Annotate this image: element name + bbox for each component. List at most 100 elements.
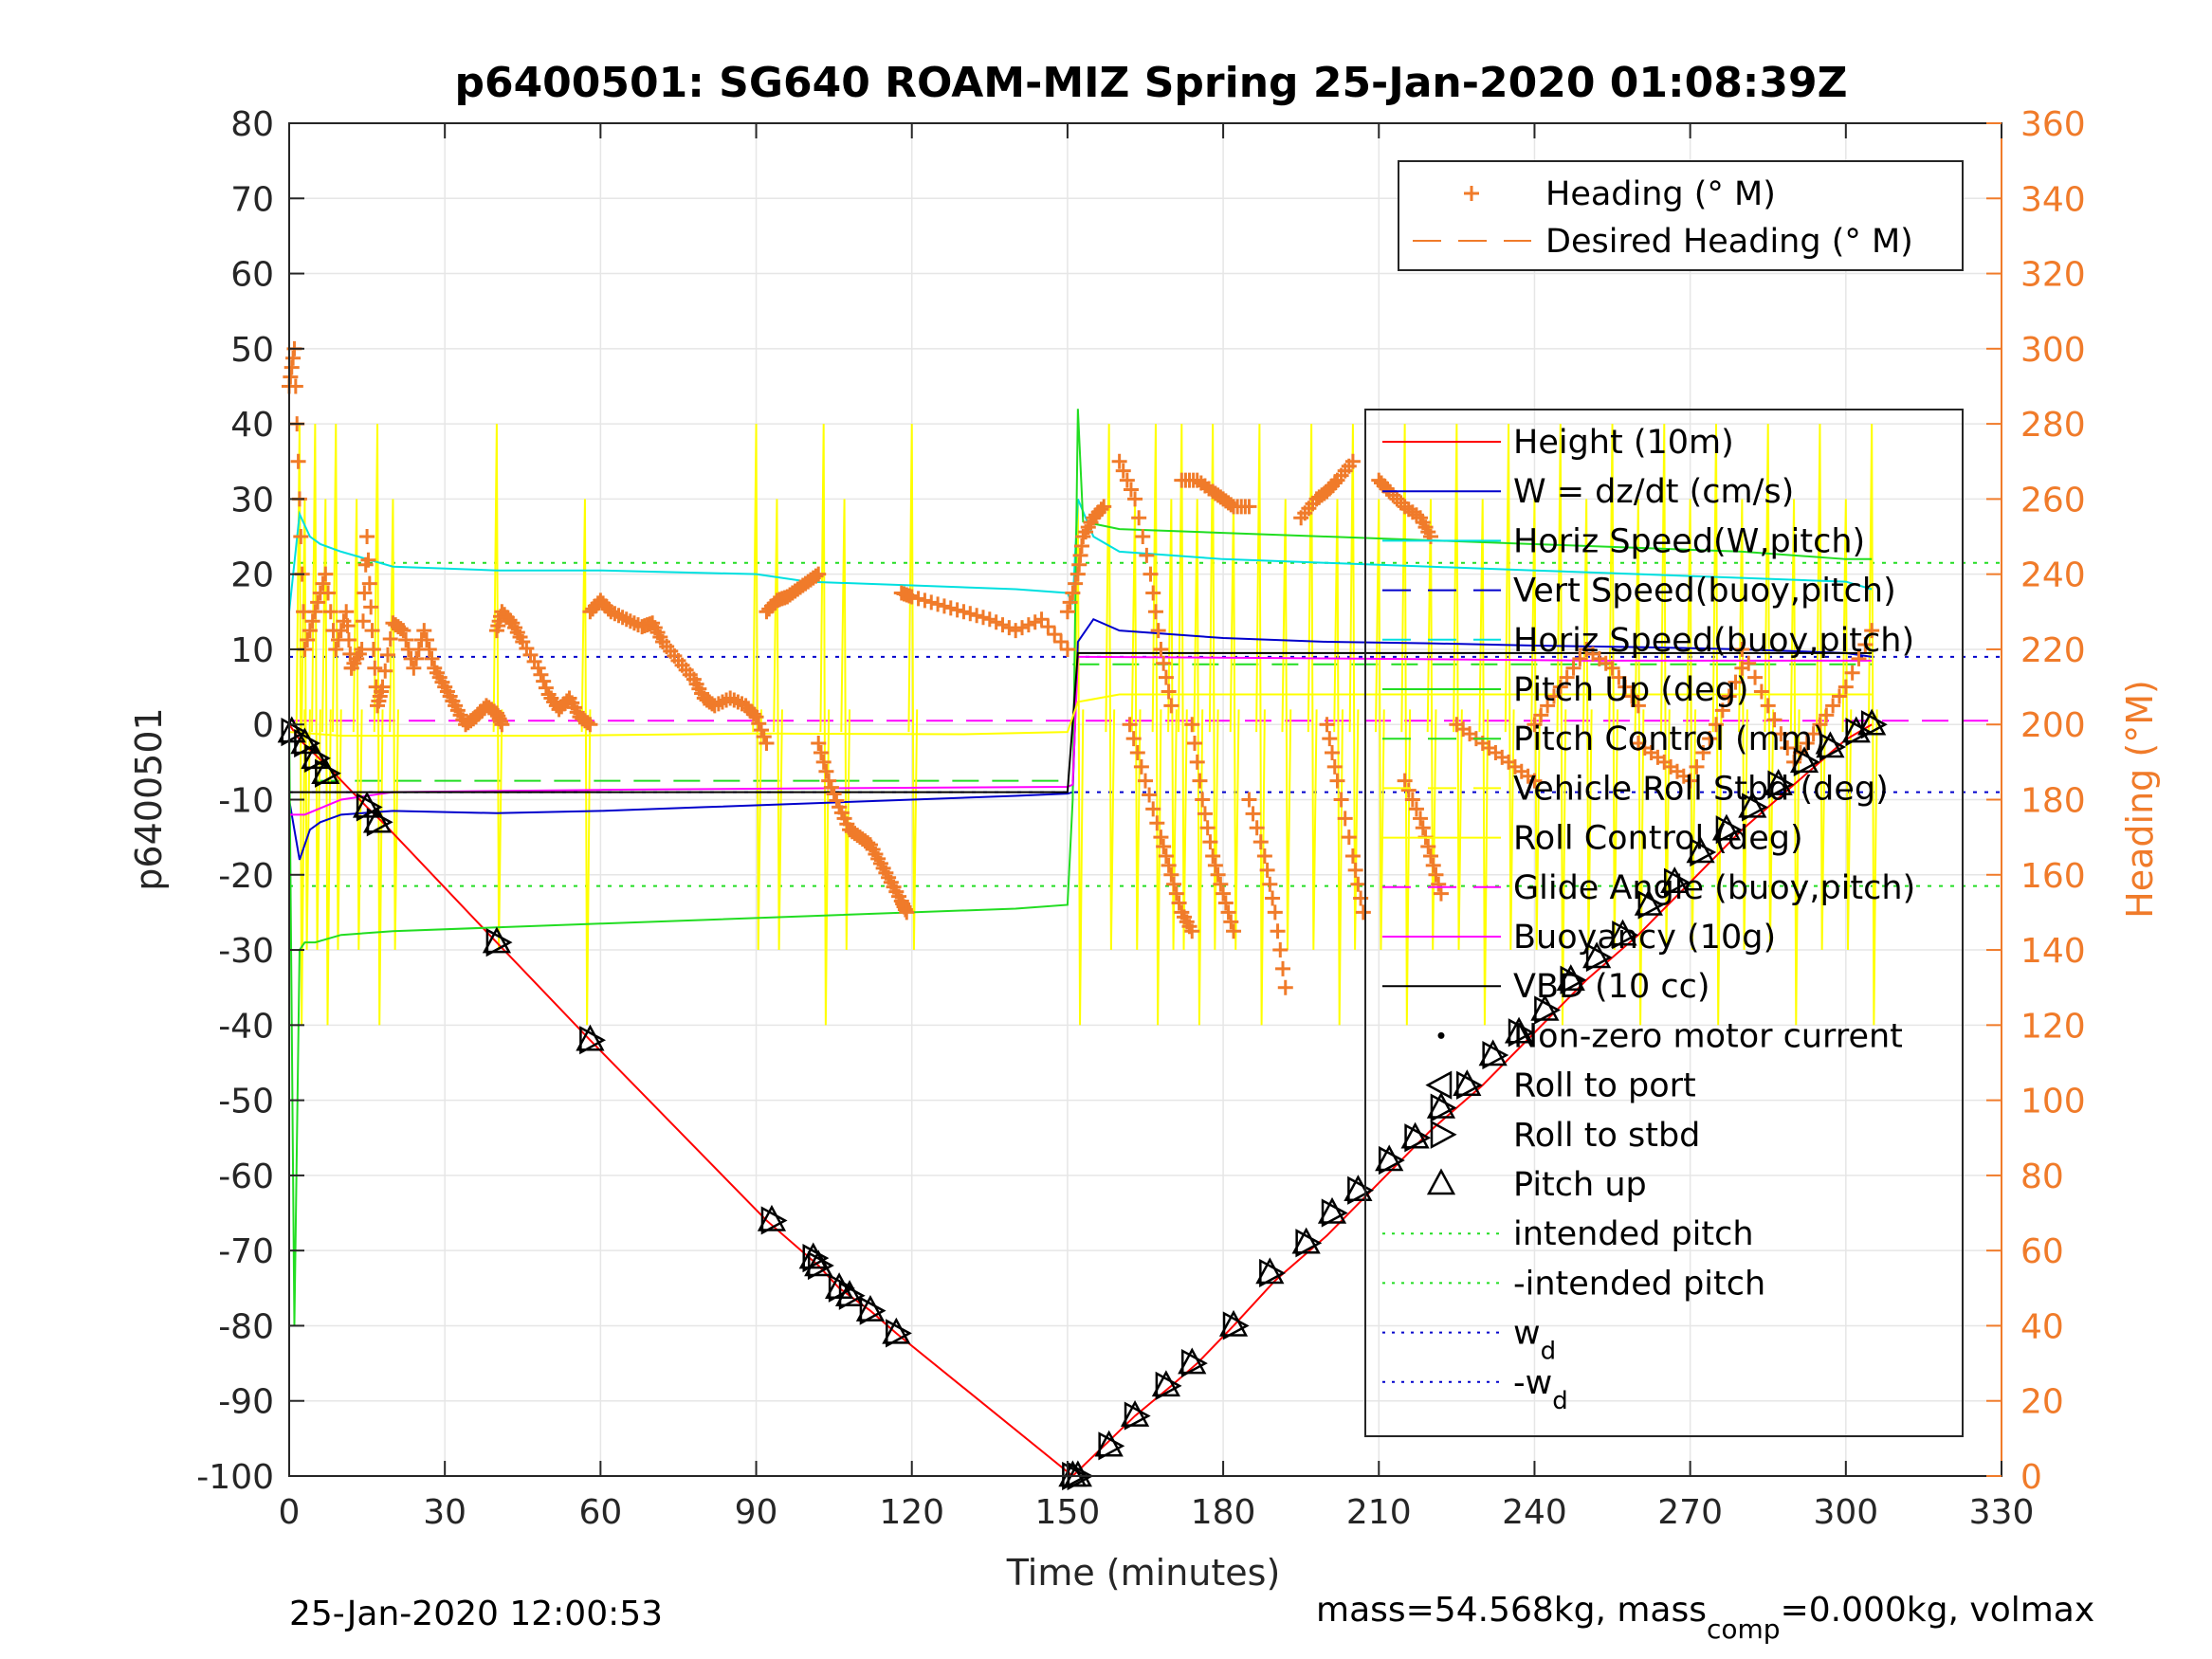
pitch-up-marker	[482, 926, 512, 954]
y-right-tick-label: 20	[2020, 1383, 2064, 1422]
y-tick-label: -60	[218, 1158, 274, 1196]
heading-marker	[1149, 815, 1165, 831]
heading-marker	[310, 594, 326, 611]
heading-marker	[1217, 895, 1234, 911]
heading-marker	[808, 568, 824, 584]
y-right-tick-label: 360	[2020, 105, 2086, 144]
pitch-up-marker	[855, 1294, 886, 1322]
legend-entry-label: Desired Heading (° M)	[1545, 223, 1913, 261]
roll-spike	[1151, 424, 1162, 1026]
heading-marker	[338, 604, 355, 620]
x-tick-label: 30	[423, 1493, 466, 1532]
roll-spike	[1738, 499, 1748, 951]
roll-stbd-marker	[1819, 732, 1847, 762]
roll-spike	[1686, 499, 1697, 951]
heading-marker	[328, 641, 344, 657]
heading-marker	[1337, 811, 1353, 827]
roll-stbd-marker	[1321, 1198, 1348, 1228]
heading-marker	[988, 614, 1004, 630]
y-right-tick-label: 320	[2020, 256, 2086, 295]
heading-marker	[1150, 623, 1166, 639]
y-axis-ticks: -100-90-80-70-60-50-40-30-20-10010203040…	[196, 105, 304, 1497]
heading-marker	[1319, 717, 1335, 733]
heading-marker	[1129, 744, 1145, 760]
roll-stbd-marker	[1155, 1371, 1182, 1400]
heading-marker	[1734, 641, 1750, 657]
series-line	[289, 655, 1873, 816]
roll-spike	[352, 499, 363, 951]
roll-stbd-marker	[1793, 747, 1820, 776]
roll-stbd-marker	[1124, 1401, 1151, 1431]
roll-spike	[1208, 424, 1219, 951]
heading-marker	[756, 729, 772, 745]
heading-marker	[1226, 923, 1242, 939]
roll-spike	[1178, 424, 1188, 951]
roll-stbd-marker	[366, 808, 393, 837]
heading-marker	[1831, 688, 1847, 704]
heading-marker	[1773, 726, 1789, 742]
legend-entry-label: Height (10m)	[1513, 424, 1734, 462]
heading-marker	[1333, 792, 1349, 808]
y-tick-label: -70	[218, 1232, 274, 1271]
heading-marker	[1857, 636, 1874, 652]
heading-marker	[1153, 641, 1169, 657]
y-right-tick-label: 300	[2020, 331, 2086, 370]
pitch-up-marker	[1582, 941, 1612, 969]
heading-marker	[1618, 679, 1634, 695]
y-axis-label: p6400501	[128, 707, 170, 890]
footer-mass-main: mass=54.568kg, mass	[1316, 1591, 1707, 1630]
heading-marker	[1111, 453, 1127, 469]
heading-marker	[1139, 547, 1155, 563]
y-right-tick-label: 280	[2020, 406, 2086, 445]
roll-spike	[1333, 499, 1344, 1026]
heading-marker	[1805, 726, 1821, 742]
heading-marker	[1223, 497, 1239, 513]
x-axis-ticks: 0 30 60 90 120 150 180 210 240 270 300 330	[279, 123, 2034, 1532]
pitch-up-marker	[834, 1280, 865, 1306]
heading-marker	[1812, 717, 1828, 733]
heading-marker	[949, 602, 965, 618]
heading-marker	[1053, 634, 1069, 650]
legend-entry-label: W = dz/dt (cm/s)	[1513, 473, 1794, 511]
heading-marker	[1270, 923, 1286, 939]
heading-marker	[1825, 698, 1841, 714]
heading-marker	[818, 763, 834, 779]
heading-marker	[1347, 862, 1363, 878]
heading-marker	[315, 575, 331, 592]
roll-stbd-marker	[1845, 718, 1873, 747]
heading-marker	[751, 716, 767, 732]
legend-entry-label: Buoyancy (10g)	[1513, 919, 1776, 957]
pitch-up-marker	[1478, 1039, 1508, 1066]
roll-spike	[907, 424, 919, 951]
roll-spike	[1374, 499, 1385, 951]
heading-marker	[1630, 698, 1646, 714]
legend-entry-label: Roll Control (deg)	[1513, 820, 1803, 858]
y-right-tick-label: 160	[2020, 857, 2086, 896]
heading-marker	[1156, 839, 1172, 855]
roll-stbd-marker	[886, 1319, 912, 1348]
roll-spike	[1608, 424, 1619, 951]
heading-marker	[1171, 895, 1187, 911]
y-tick-label: 60	[230, 256, 274, 295]
legend-entry-label: Vert Speed(buoy,pitch)	[1513, 573, 1896, 611]
legend-entry-label: Horiz Speed(buoy,pitch)	[1513, 622, 1914, 660]
roll-stbd-marker	[281, 718, 308, 747]
heading-marker	[1262, 876, 1278, 892]
heading-marker	[1096, 499, 1112, 515]
pitch-up-marker	[1426, 1091, 1456, 1119]
heading-marker	[322, 604, 338, 620]
heading-marker	[1420, 839, 1436, 855]
roll-stbd-marker	[1098, 1431, 1125, 1461]
roll-stbd-marker	[1690, 837, 1717, 867]
legend-sample-tri-up	[1426, 1168, 1456, 1195]
heading-marker	[1423, 848, 1438, 864]
heading-marker	[1721, 688, 1737, 704]
heading-marker	[1624, 688, 1640, 704]
y-tick-label: 10	[230, 631, 274, 670]
heading-marker	[981, 611, 997, 628]
roll-spike	[580, 499, 592, 1026]
x-tick-label: 90	[735, 1493, 778, 1532]
y-right-tick-label: 260	[2020, 481, 2086, 520]
y-tick-label: 50	[230, 331, 274, 370]
roll-stbd-marker	[1430, 1093, 1457, 1122]
